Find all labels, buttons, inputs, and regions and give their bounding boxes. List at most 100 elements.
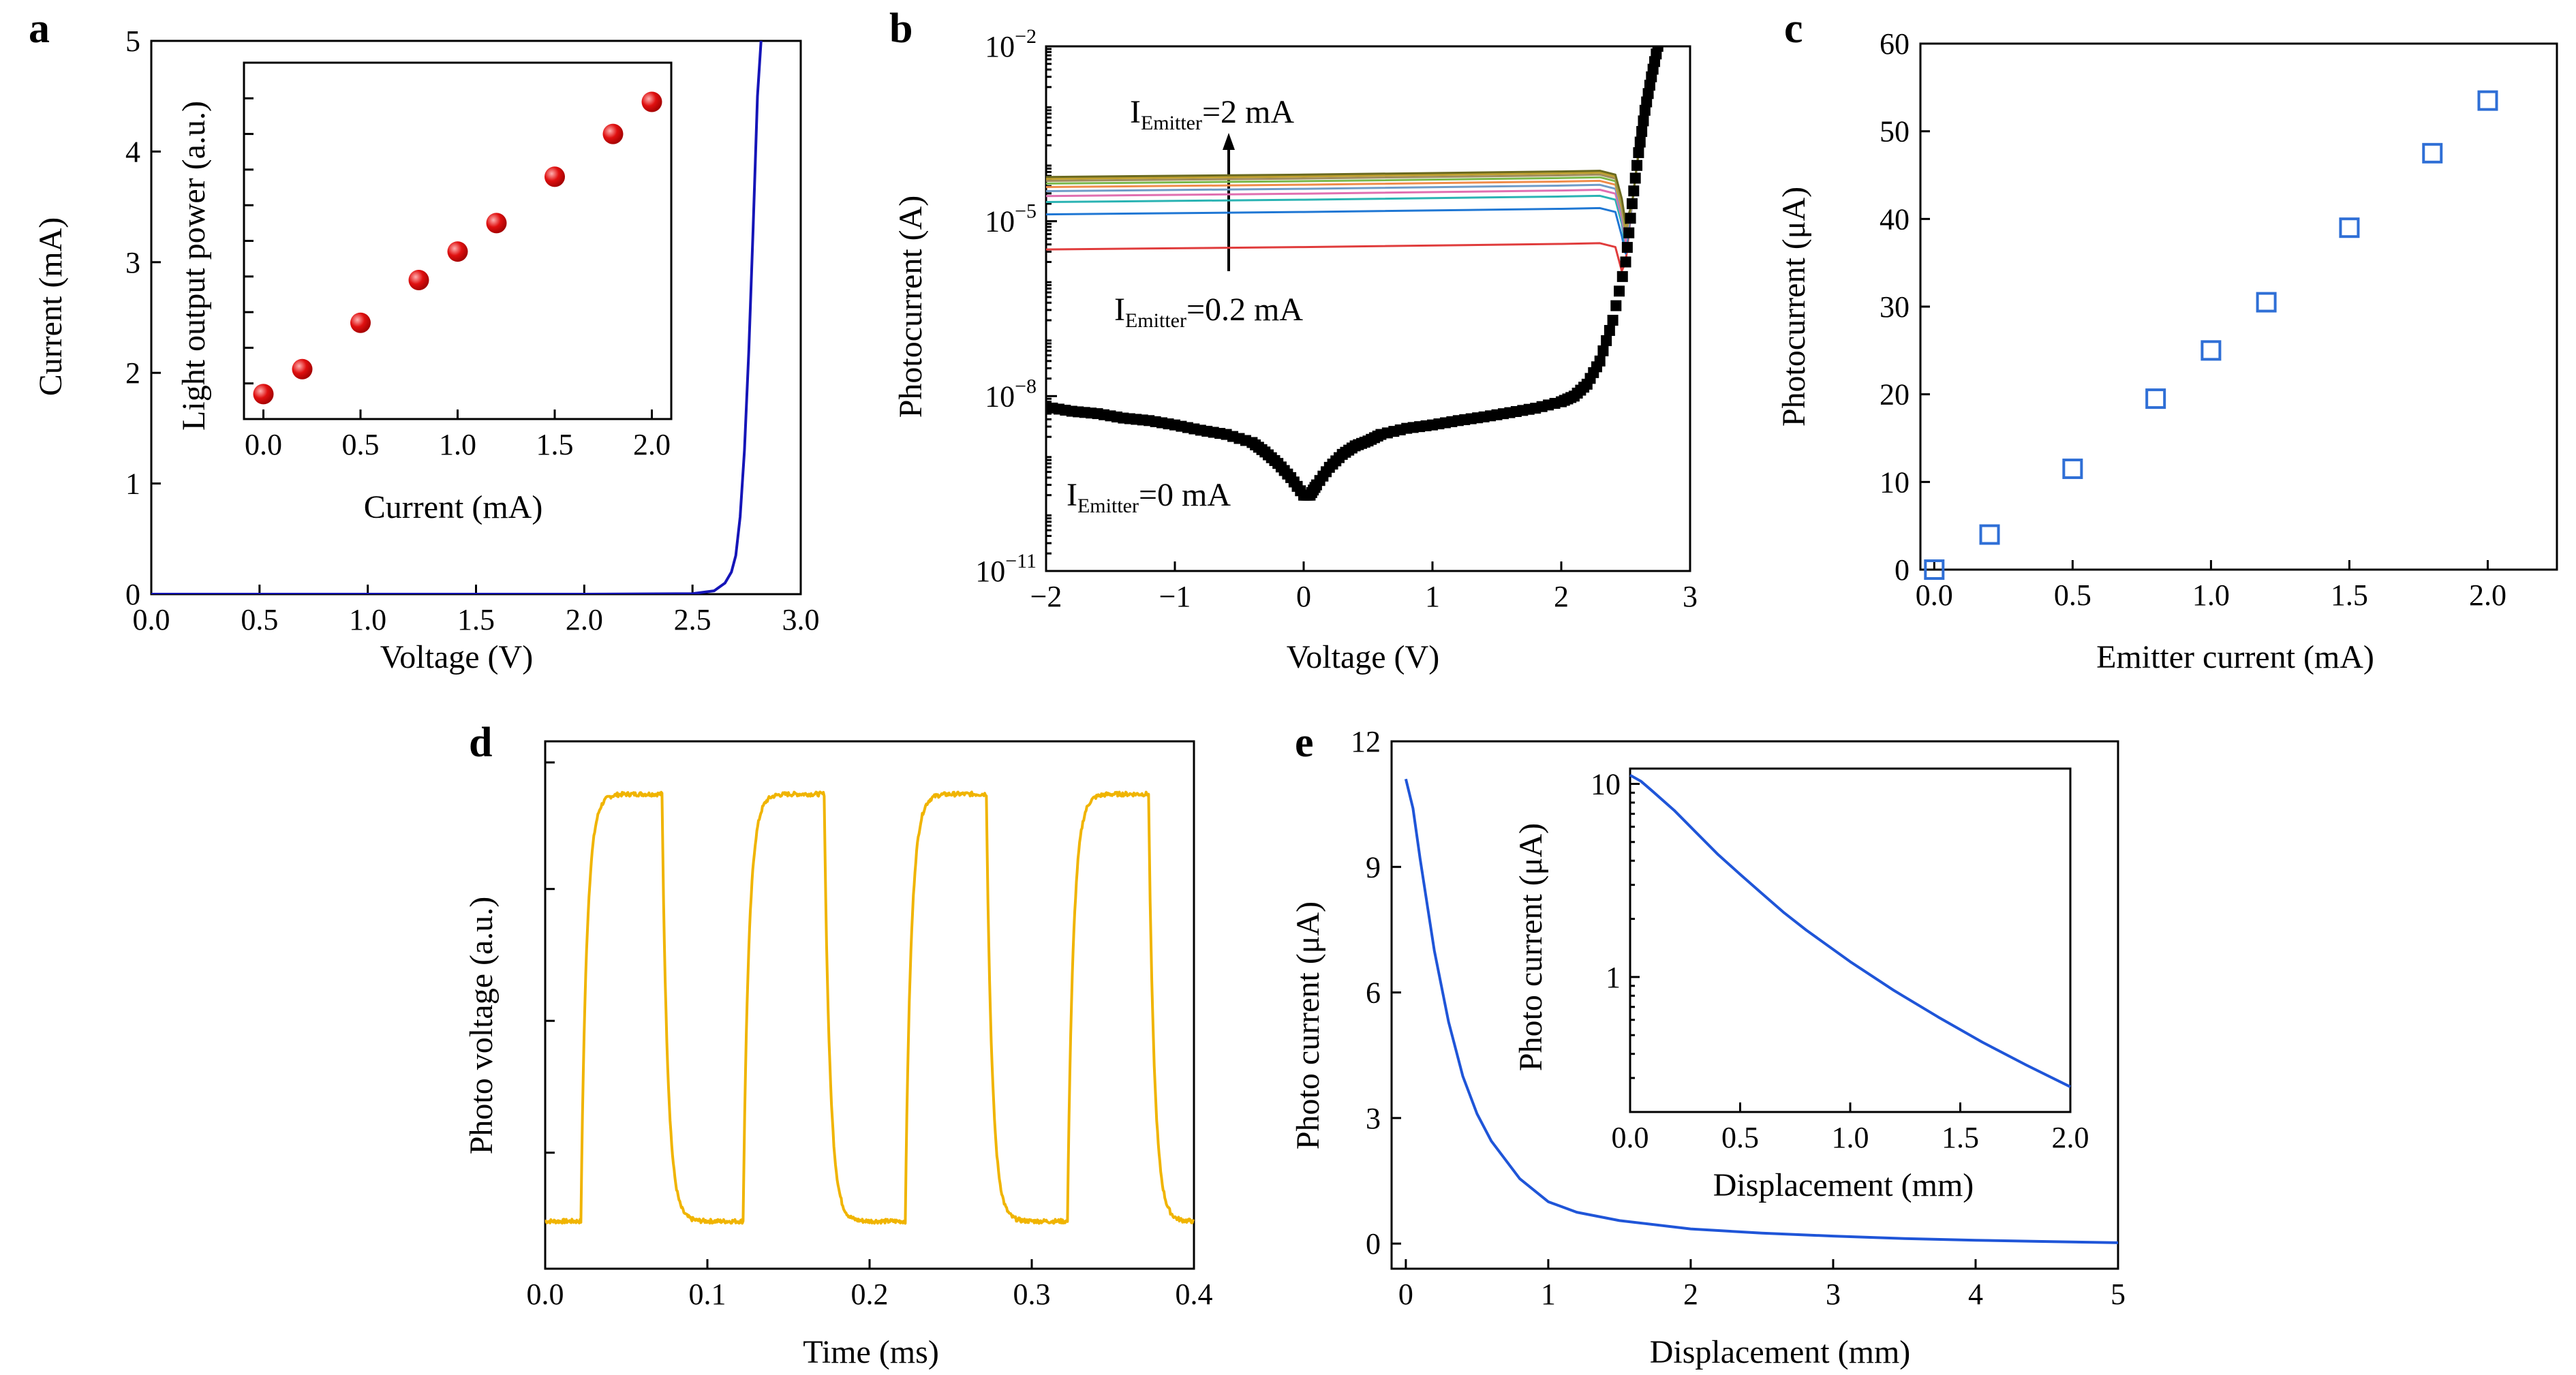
a-inset-point [253,384,274,405]
b-ylabel: Photocurrent (A) [893,196,929,418]
e-inset-xtick-label: 1.5 [1942,1121,1979,1154]
e-inset-bg [1630,769,2070,1112]
panel-label-a: a [29,5,50,52]
a-inset-point [292,358,313,380]
b-dark-point [1628,185,1640,197]
d-plot-frame [544,740,1195,1270]
a-ytick-label: 3 [125,246,140,279]
b-dark-point [1644,80,1655,91]
a-inset-point [408,270,429,291]
c-point [2477,90,2498,111]
c-point [2201,340,2222,361]
c-point [1924,559,1945,580]
a-xtick-label: 1.5 [457,603,495,636]
b-xtick-label: 0 [1296,580,1311,613]
panel-label-d: d [469,720,492,766]
b-dark-point [1604,324,1615,336]
e-inset-ylabel: Photo current (μA) [1513,823,1549,1071]
b-dark-point [1620,256,1631,268]
a-xtick-label: 3.0 [782,603,820,636]
a-inset-xtick-label: 1.0 [439,428,476,461]
a-xtick-label: 0.0 [133,603,170,636]
d-square-wave [545,790,1195,1225]
b-dark-point [1652,46,1663,52]
d-xtick-label: 0.3 [1013,1278,1051,1311]
panel-label-b: b [889,5,913,52]
b-xlabel: Voltage (V) [1287,639,1439,675]
b-dark-point [1641,96,1653,108]
b-dark-point [1616,271,1628,282]
b-dark-point [1636,125,1648,137]
b-ytick-label: 10−8 [985,375,1037,413]
d-xtick-label: 0.1 [689,1278,726,1311]
d-xtick-label: 0.2 [851,1278,889,1311]
b-dark-point [1625,213,1636,224]
b-photo-curve [1046,46,1659,255]
e-ytick-label: 3 [1366,1102,1381,1135]
b-dark-point [1610,300,1622,311]
a-inset-point [602,123,624,144]
c-ylabel: Photocurrent (μA) [1776,187,1812,427]
a-xtick-label: 2.5 [674,603,711,636]
a-xtick-label: 2.0 [566,603,603,636]
a-inset-point [545,166,565,187]
a-ytick-label: 4 [125,135,140,168]
e-ytick-label: 9 [1366,850,1381,884]
c-xtick-label: 0.0 [1916,578,1953,612]
b-dark-point [1638,115,1649,127]
b-xtick-label: 2 [1554,580,1569,613]
b-photo-curve [1046,46,1659,273]
e-inset-curve [1629,773,2071,1088]
a-xtick-label: 1.0 [349,603,386,636]
b-dark-point [1634,136,1646,148]
e-ytick-label: 6 [1366,976,1381,1010]
e-decay-curve [1404,778,2119,1244]
b-dark-point [1626,198,1638,209]
c-ytick-label: 30 [1880,290,1910,324]
e-inset-xtick-label: 0.5 [1721,1121,1759,1154]
c-point [2145,388,2166,410]
b-photo-curve [1046,46,1659,232]
b-dark-point [1601,335,1612,346]
b-dark-point [1631,159,1643,171]
e-ylabel: Photo current (μA) [1290,901,1326,1149]
b-dark-point [1614,285,1625,297]
c-xlabel: Emitter current (mA) [2096,639,2374,675]
c-ytick-label: 60 [1880,27,1910,61]
b-annotation-0mA: IEmitter=0 mA [1067,477,1231,517]
e-inset-ytick-label: 10 [1591,767,1621,801]
a-inset-point [641,91,662,112]
c-xtick-label: 2.0 [2469,578,2506,612]
e-xtick-label: 2 [1683,1278,1698,1311]
b-dark-point [1639,104,1651,116]
b-xtick-label: −2 [1030,580,1062,613]
b-xtick-label: 3 [1683,580,1698,613]
c-point [2256,292,2277,313]
a-inset-point [486,213,507,234]
e-plot-frame [1390,740,2119,1270]
e-xtick-label: 1 [1541,1278,1556,1311]
e-ytick-label: 12 [1351,725,1381,758]
b-dark-point [1623,227,1635,238]
b-dark-point [1633,147,1644,159]
b-annotation-2mA: IEmitter=2 mA [1130,94,1294,134]
b-dark-point [1629,172,1641,184]
c-xtick-label: 1.0 [2192,578,2230,612]
b-annotation-0.2mA: IEmitter=0.2 mA [1114,292,1303,332]
d-xlabel: Time (ms) [803,1334,939,1370]
a-ylabel: Current (mA) [33,217,69,397]
b-dark-point [1607,315,1619,326]
a-inset-xlabel: Current (mA) [364,489,543,525]
c-ytick-label: 50 [1880,115,1910,149]
b-dark-point [1594,355,1606,367]
a-inset-point [350,312,371,333]
b-xtick-label: −1 [1159,580,1191,613]
d-xtick-label: 0.4 [1176,1278,1213,1311]
a-xtick-label: 0.5 [241,603,278,636]
b-xtick-label: 1 [1425,580,1440,613]
a-inset-xtick-label: 0.0 [245,428,282,461]
e-xtick-label: 4 [1968,1278,1983,1311]
c-point [2339,217,2360,238]
a-xlabel: Voltage (V) [380,639,533,675]
